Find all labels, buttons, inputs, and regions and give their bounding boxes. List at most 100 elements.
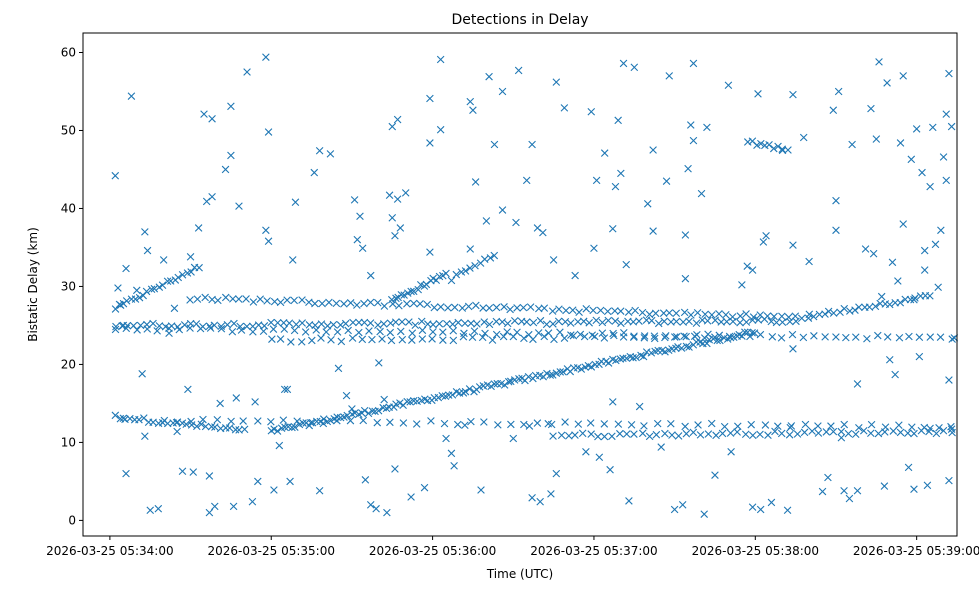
data-point (366, 501, 375, 509)
data-point (468, 333, 477, 342)
data-point (918, 168, 926, 177)
data-point (799, 133, 808, 142)
data-point (684, 164, 692, 173)
data-point (372, 504, 380, 513)
data-point (376, 327, 384, 336)
data-point (894, 277, 902, 285)
data-point (939, 426, 948, 435)
data-point (374, 321, 382, 329)
data-point (692, 319, 701, 327)
data-point (661, 429, 669, 438)
data-point (412, 420, 421, 428)
data-point (571, 271, 579, 280)
data-point (556, 328, 564, 336)
data-point (587, 363, 596, 371)
data-point (616, 429, 624, 438)
data-point (479, 304, 487, 312)
data-point (522, 176, 531, 185)
data-point (298, 296, 306, 304)
data-point (426, 94, 434, 103)
data-point (722, 311, 730, 319)
data-point (187, 417, 195, 426)
data-point (333, 416, 341, 425)
data-point (327, 336, 335, 344)
data-point (186, 253, 195, 261)
data-point (848, 140, 856, 149)
data-point (273, 319, 282, 327)
data-point (414, 285, 423, 294)
data-point (932, 429, 941, 438)
data-point (360, 406, 369, 415)
data-point (832, 226, 840, 235)
data-point (503, 319, 512, 328)
data-point (672, 317, 681, 326)
data-point (869, 249, 878, 258)
data-point (668, 431, 676, 439)
data-point (630, 63, 639, 72)
data-point (217, 324, 226, 333)
data-point (193, 295, 202, 303)
data-point (201, 422, 210, 431)
data-point (254, 477, 262, 486)
data-point (549, 256, 558, 264)
data-point (262, 226, 270, 235)
data-point (373, 298, 382, 307)
data-point (397, 290, 406, 299)
data-point (385, 191, 394, 199)
data-point (429, 320, 437, 329)
data-point (187, 268, 195, 276)
data-point (378, 335, 386, 343)
data-point (480, 255, 489, 263)
data-point (380, 395, 388, 404)
data-point (896, 428, 905, 437)
data-point (652, 430, 661, 439)
data-point (395, 301, 403, 310)
data-point (267, 318, 275, 327)
data-point (173, 427, 181, 436)
data-point (748, 328, 756, 337)
data-point (379, 320, 388, 328)
data-point (653, 419, 662, 428)
data-point (195, 263, 203, 272)
data-point (458, 304, 467, 312)
data-point (797, 314, 806, 323)
data-point (791, 312, 800, 320)
data-point (368, 335, 376, 344)
data-point (685, 343, 693, 351)
data-point (784, 313, 793, 322)
data-point (611, 317, 620, 325)
data-point (661, 333, 669, 342)
data-point (366, 298, 375, 307)
data-point (725, 332, 734, 341)
data-point (867, 104, 875, 113)
data-point (464, 302, 473, 311)
data-point (436, 55, 445, 64)
data-point (608, 432, 616, 441)
data-point (920, 266, 929, 274)
data-point (208, 192, 216, 201)
data-point (450, 303, 459, 312)
data-point (635, 317, 643, 325)
data-point (805, 310, 814, 319)
data-point (738, 281, 746, 289)
data-point (449, 326, 458, 335)
data-point (895, 421, 903, 429)
data-point (408, 329, 417, 337)
data-point (614, 116, 622, 125)
data-point (417, 317, 426, 326)
data-point (360, 299, 368, 308)
data-point (659, 309, 668, 317)
data-point (939, 153, 948, 161)
data-point (788, 330, 797, 339)
data-point (459, 389, 468, 397)
data-point (759, 238, 768, 246)
data-point (141, 432, 149, 440)
data-point (405, 318, 413, 326)
data-point (561, 418, 569, 426)
data-point (160, 416, 169, 425)
data-point (786, 423, 795, 432)
data-point (681, 422, 689, 431)
data-point (746, 332, 754, 341)
data-point (639, 352, 648, 361)
